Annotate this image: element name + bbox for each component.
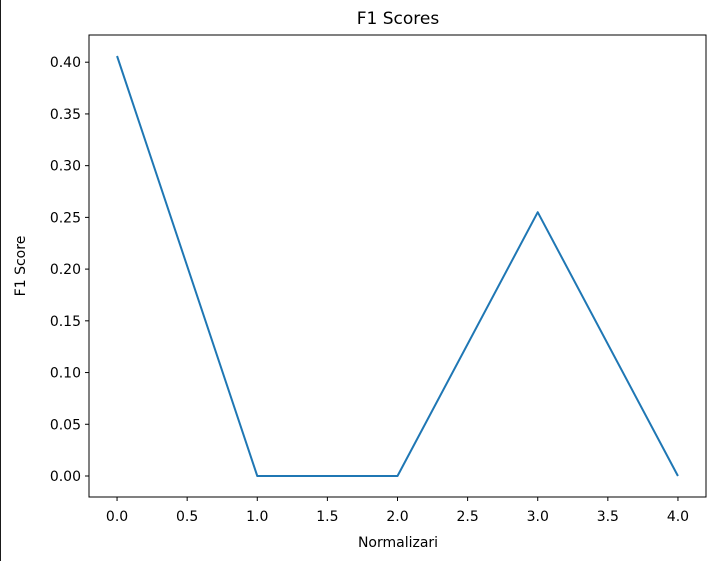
x-axis-label: Normalizari xyxy=(358,535,438,551)
x-tick-label: 2.5 xyxy=(456,509,478,525)
y-tick-label: 0.35 xyxy=(50,107,81,123)
x-tick-label: 4.0 xyxy=(667,509,689,525)
y-tick-label: 0.25 xyxy=(50,210,81,226)
plot-area-frame xyxy=(88,34,707,498)
x-tick-label: 3.5 xyxy=(597,509,619,525)
y-tick-label: 0.10 xyxy=(50,366,81,382)
y-tick-label: 0.05 xyxy=(50,417,81,433)
chart-title: F1 Scores xyxy=(357,9,440,29)
y-tick-label: 0.00 xyxy=(50,469,81,485)
series-layer xyxy=(116,55,679,477)
y-tick-label: 0.15 xyxy=(50,314,81,330)
x-axis: 0.0 0.5 1.0 1.5 2.0 2.5 3.0 3.5 4.0 xyxy=(106,497,689,525)
x-tick-label: 1.5 xyxy=(316,509,338,525)
y-tick-label: 0.20 xyxy=(50,262,81,278)
y-axis: 0.00 0.05 0.10 0.15 0.20 0.25 0.30 0.35 0.40 xyxy=(50,55,89,485)
series-line xyxy=(116,55,679,477)
y-tick-label: 0.40 xyxy=(50,55,81,71)
x-tick-label: 0.0 xyxy=(106,509,128,525)
y-axis-label: F1 Score xyxy=(13,236,29,297)
window-left-border xyxy=(0,0,1,561)
x-tick-label: 0.5 xyxy=(176,509,198,525)
x-tick-label: 2.0 xyxy=(386,509,408,525)
x-tick-label: 3.0 xyxy=(527,509,549,525)
y-tick-label: 0.30 xyxy=(50,159,81,175)
x-tick-label: 1.0 xyxy=(246,509,268,525)
